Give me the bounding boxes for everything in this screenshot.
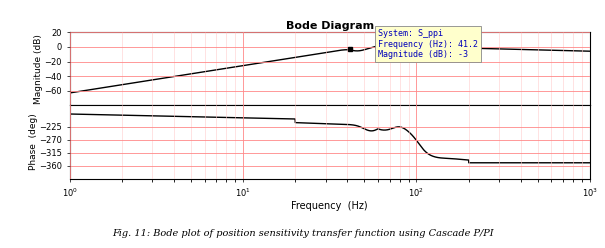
X-axis label: Frequency  (Hz): Frequency (Hz): [292, 201, 368, 211]
Text: Fig. 11: Bode plot of position sensitivity transfer function using Cascade P/PI: Fig. 11: Bode plot of position sensitivi…: [112, 229, 493, 238]
Y-axis label: Phase  (deg): Phase (deg): [28, 114, 38, 170]
Y-axis label: Magnitude (dB): Magnitude (dB): [34, 34, 43, 104]
Text: System: S_ppi
Frequency (Hz): 41.2
Magnitude (dB): -3: System: S_ppi Frequency (Hz): 41.2 Magni…: [378, 29, 478, 59]
Title: Bode Diagram: Bode Diagram: [286, 22, 374, 31]
